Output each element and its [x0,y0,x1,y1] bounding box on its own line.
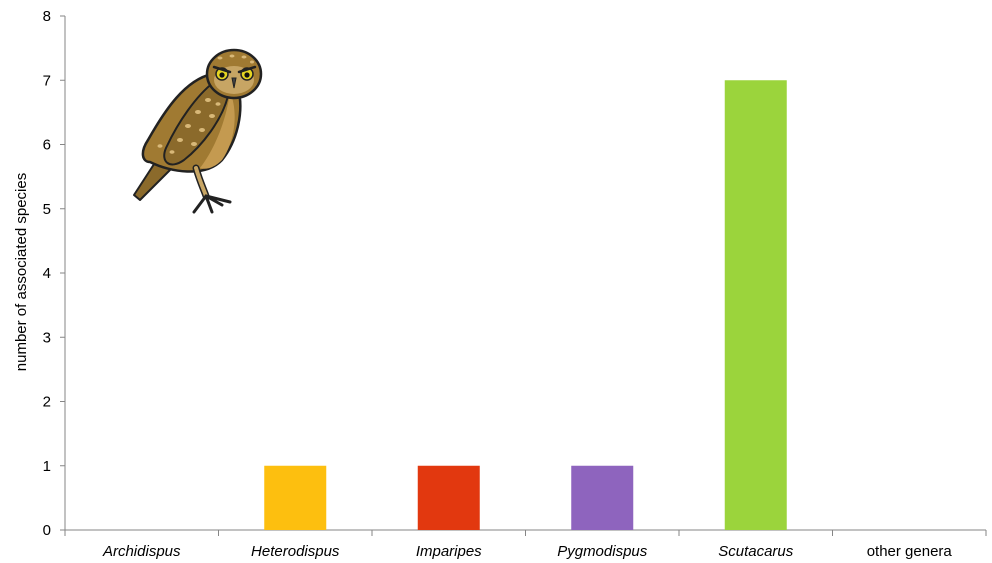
owl-icon [133,48,263,214]
y-tick-label: 1 [43,458,51,475]
x-ticks [64,530,987,536]
y-tick-label: 6 [43,137,51,154]
x-tick-label: Imparipes [416,543,482,560]
x-tick-label: Scutacarus [718,543,794,560]
y-tick-label: 7 [43,72,51,89]
x-tick-labels: Archidispus Heterodispus Imparipes Pygmodis… [102,543,952,560]
bars [264,80,787,530]
y-tick-label: 8 [43,8,51,25]
y-tick-label: 5 [43,201,51,218]
bar-scutacarus [724,80,787,530]
x-tick-label: Heterodispus [251,543,340,560]
x-tick-label: Archidispus [102,543,181,560]
x-tick-label: Pygmodispus [557,543,648,560]
y-axis-title: number of associated species [13,173,30,371]
y-tick-label: 3 [43,329,51,346]
bar-pygmodispus [571,465,634,530]
x-tick-label: other genera [867,543,953,560]
bar-heterodispus [264,465,327,530]
y-tick-label: 0 [43,522,51,539]
bar-imparipes [417,465,480,530]
y-tick-label: 2 [43,394,51,411]
y-ticks: 0 1 2 3 4 5 6 7 8 [43,8,65,539]
y-tick-label: 4 [43,265,51,282]
